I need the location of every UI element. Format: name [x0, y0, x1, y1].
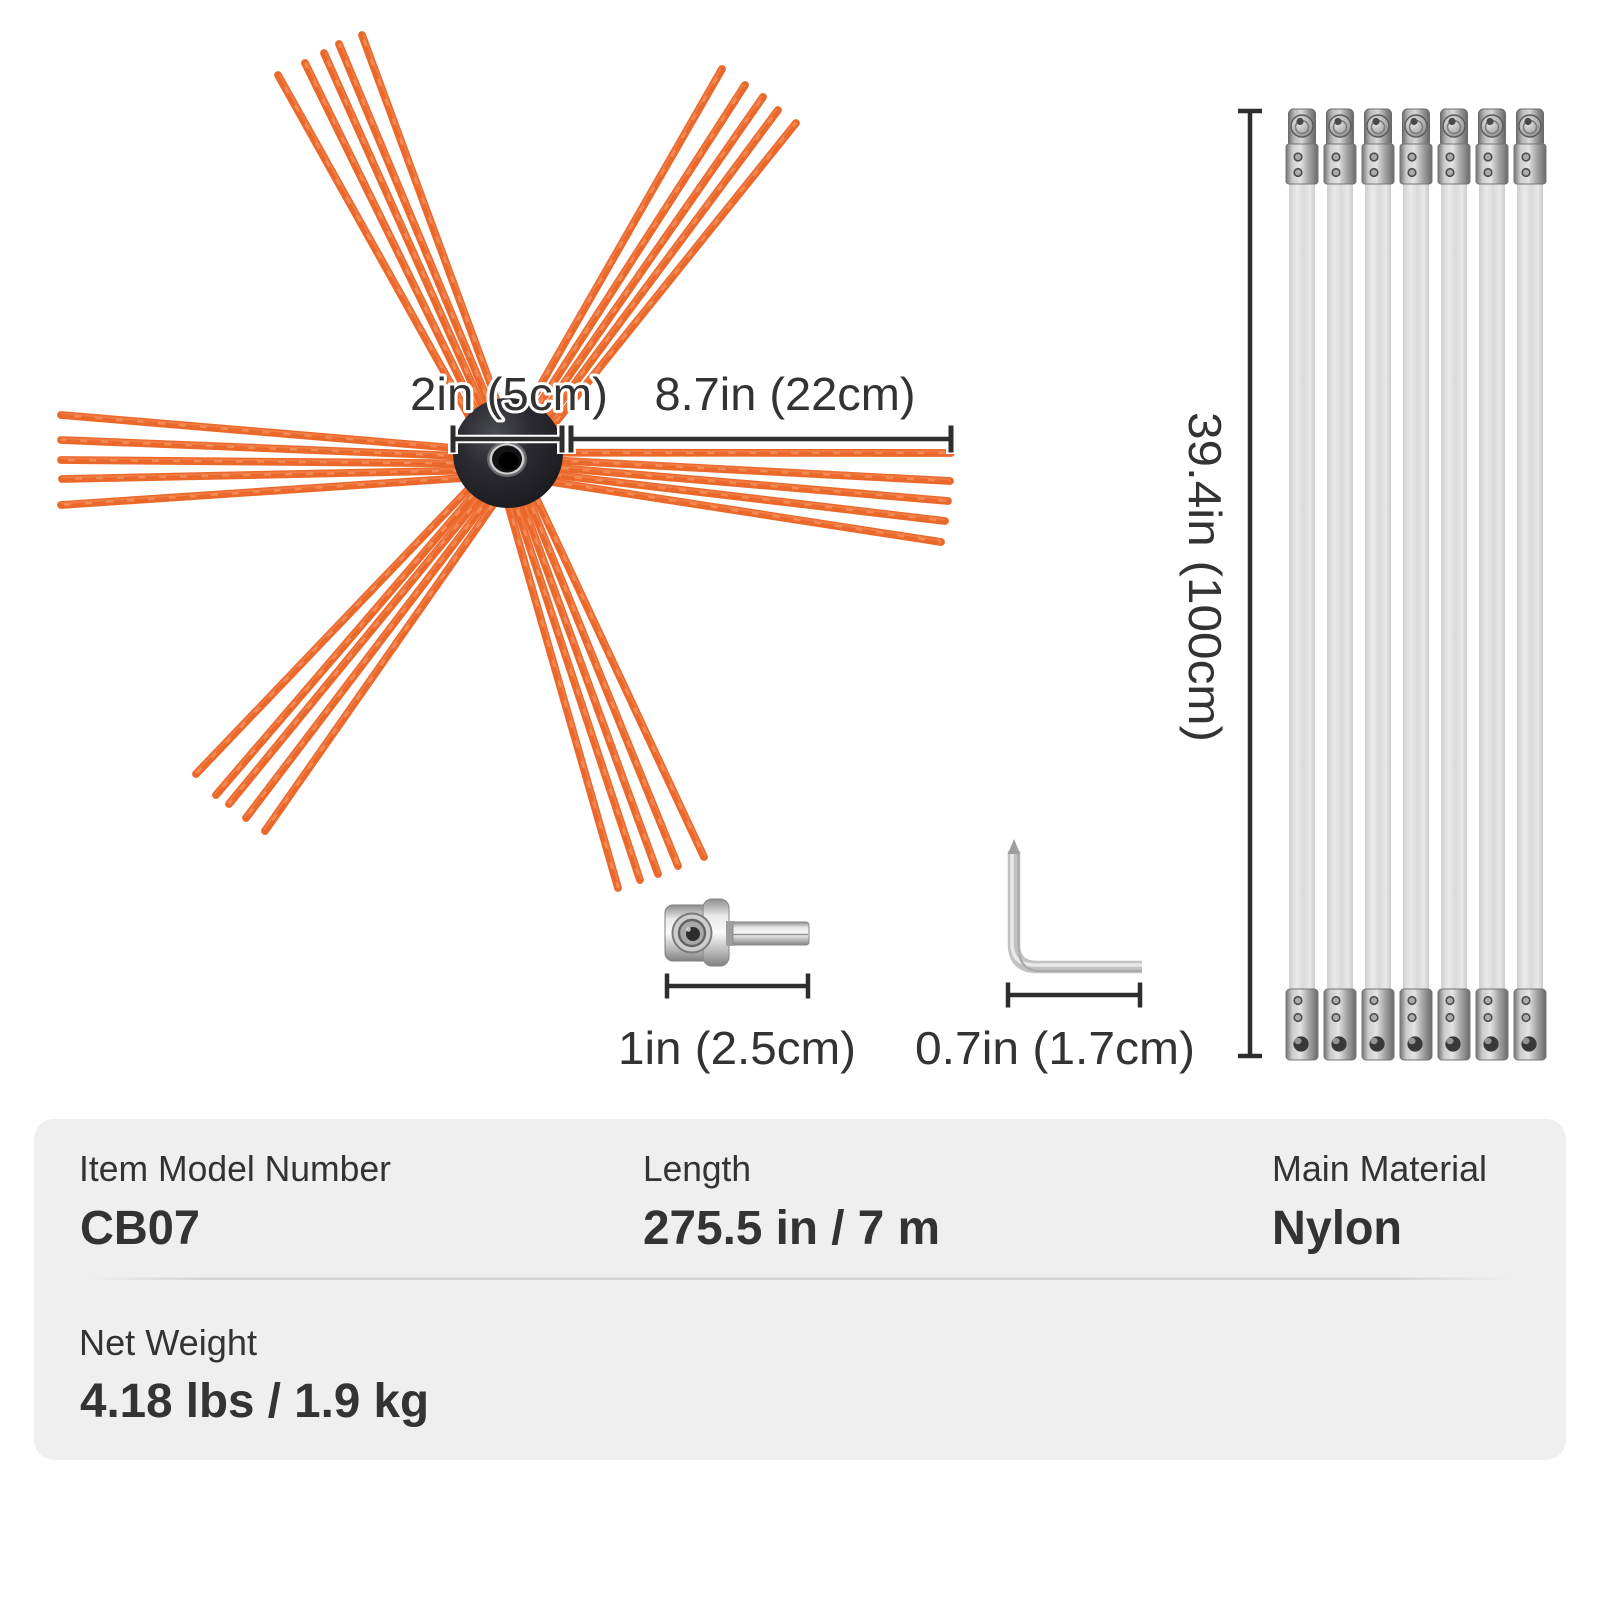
svg-text:0.7in (1.7cm): 0.7in (1.7cm) [915, 1022, 1195, 1074]
svg-text:2in (5cm): 2in (5cm) [410, 368, 608, 420]
svg-text:Length: Length [643, 1148, 751, 1189]
svg-text:Nylon: Nylon [1272, 1202, 1402, 1255]
svg-text:Net Weight: Net Weight [79, 1322, 257, 1363]
svg-text:Item Model Number: Item Model Number [79, 1148, 391, 1189]
svg-text:4.18 lbs / 1.9 kg: 4.18 lbs / 1.9 kg [80, 1375, 429, 1428]
svg-text:Main Material: Main Material [1272, 1148, 1487, 1189]
svg-text:39.4in (100cm): 39.4in (100cm) [1179, 412, 1231, 742]
svg-text:1in (2.5cm): 1in (2.5cm) [618, 1022, 856, 1074]
svg-text:275.5 in / 7 m: 275.5 in / 7 m [643, 1202, 940, 1255]
svg-text:CB07: CB07 [80, 1202, 200, 1255]
svg-text:8.7in (22cm): 8.7in (22cm) [655, 368, 916, 420]
